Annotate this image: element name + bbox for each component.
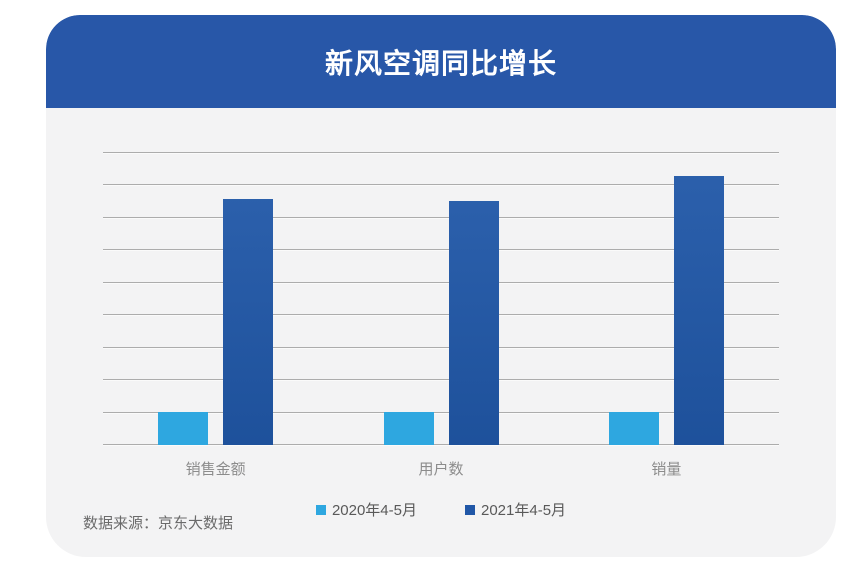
bar-2020年4-5月-销售金额 (158, 412, 209, 445)
bar-2020年4-5月-销量 (608, 412, 659, 445)
category-label-销量: 销量 (651, 461, 682, 478)
gridline (103, 216, 779, 218)
gridline (103, 314, 779, 316)
legend-item-2020: 2020年4-5月 (315, 499, 417, 520)
chart-legend: 2020年4-5月 2021年4-5月 (46, 499, 836, 520)
chart-title: 新风空调同比增长 (324, 47, 557, 79)
gridline (103, 346, 779, 348)
legend-label-2020: 2020年4-5月 (331, 502, 417, 519)
legend-swatch-icon (465, 504, 475, 515)
category-label-用户数: 用户数 (418, 461, 464, 478)
gridline (103, 184, 779, 186)
bar-2021年4-5月-销售金额 (223, 199, 274, 445)
gridline (103, 444, 779, 445)
bar-2021年4-5月-销量 (673, 176, 724, 445)
gridline (103, 379, 779, 381)
legend-swatch-icon (315, 504, 326, 515)
legend-label-2021: 2021年4-5月 (481, 502, 567, 519)
bar-chart-plot-area: 销售金额 用户数 销量 (103, 152, 779, 478)
gridline (103, 411, 779, 413)
gridline (103, 281, 779, 283)
chart-card: 新风空调同比增长 销售金额 用户数 销量 2020年4-5月 2021年4-5月 数… (46, 15, 836, 557)
bar-2020年4-5月-用户数 (383, 412, 434, 445)
category-label-销售金额: 销售金额 (185, 461, 246, 478)
gridline (103, 152, 779, 153)
legend-item-2021: 2021年4-5月 (465, 499, 566, 520)
bar-2021年4-5月-用户数 (448, 200, 499, 445)
gridline (103, 249, 779, 251)
chart-header: 新风空调同比增长 (46, 15, 836, 108)
data-source: 数据来源：京东大数据 (83, 515, 234, 532)
